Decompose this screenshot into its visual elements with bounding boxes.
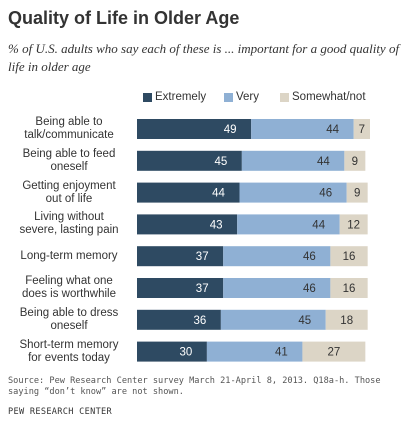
bar-extremely <box>137 309 221 330</box>
organization-name: PEW RESEARCH CENTER <box>8 407 113 417</box>
data-label-somewhat-not: 27 <box>327 347 340 359</box>
category-label-line: Feeling what one <box>25 275 113 287</box>
bar-somewhat-not <box>302 341 366 362</box>
legend-swatch-very <box>224 92 233 102</box>
data-label-very: 46 <box>319 188 332 200</box>
category-label-line: Long-term memory <box>20 249 118 262</box>
data-label-very: 41 <box>275 347 288 359</box>
data-label-somewhat-not: 9 <box>354 188 360 200</box>
legend-item-very: Very <box>224 91 259 103</box>
data-label-extremely: 37 <box>196 283 209 295</box>
bar-extremely <box>137 150 242 171</box>
legend-label-extremely: Extremely <box>155 91 207 103</box>
bar-very <box>223 278 331 298</box>
data-label-extremely: 49 <box>224 124 237 136</box>
data-label-very: 45 <box>298 315 311 327</box>
data-label-somewhat-not: 16 <box>343 251 356 263</box>
bar-extremely <box>137 246 224 267</box>
category-label: Long-term memory <box>4 250 134 263</box>
data-label-somewhat-not: 7 <box>359 124 365 136</box>
category-label: Feeling what one does is worthwhile <box>4 275 134 301</box>
data-label-somewhat-not: 12 <box>347 219 360 231</box>
category-label-line: oneself <box>50 319 88 332</box>
bar-very <box>220 309 326 330</box>
bar-somewhat-not <box>325 309 368 330</box>
category-label-line: Short-term memory <box>19 338 119 351</box>
data-label-extremely: 30 <box>180 347 193 359</box>
bar-extremely <box>137 341 207 362</box>
data-label-very: 44 <box>317 156 330 168</box>
data-label-extremely: 36 <box>193 315 206 327</box>
legend-item-extremely: Extremely <box>143 91 206 103</box>
category-label: Short-term memory for events today <box>4 339 134 365</box>
data-label-somewhat-not: 18 <box>340 315 353 327</box>
category-label-line: Being able to <box>35 116 103 128</box>
bar-somewhat-not <box>353 119 370 139</box>
source-note: Source: Pew Research Center survey March… <box>8 376 381 397</box>
category-label-line: oneself <box>50 160 88 173</box>
bar-somewhat-not <box>330 246 368 267</box>
legend-label-somewhat-not: Somewhat/not <box>292 91 366 103</box>
data-label-very: 44 <box>326 124 339 136</box>
data-label-very: 46 <box>303 251 316 263</box>
bar-somewhat-not <box>346 182 368 203</box>
category-label-line: Being able to dress <box>19 306 119 319</box>
bar-very <box>223 246 331 267</box>
data-label-extremely: 37 <box>196 251 209 263</box>
bar-extremely <box>137 278 224 298</box>
bar-extremely <box>137 214 238 235</box>
category-label-line: out of life <box>45 192 93 205</box>
category-label: Being able to feed oneself <box>4 148 134 174</box>
data-label-extremely: 43 <box>210 219 223 231</box>
chart-subtitle: % of U.S. adults who say each of these i… <box>8 41 400 74</box>
category-label-line: for events today <box>28 351 110 364</box>
category-label-line: Living without <box>34 211 104 224</box>
bar-somewhat-not <box>344 150 366 171</box>
bar-very <box>239 182 347 203</box>
legend-swatch-somewhat-not <box>280 92 289 102</box>
category-label-line: talk/communicate <box>24 129 114 141</box>
data-label-extremely: 44 <box>212 188 225 200</box>
category-label-line: severe, lasting pain <box>19 224 119 237</box>
category-label-line: Getting enjoyment <box>22 179 116 192</box>
data-label-very: 44 <box>312 219 325 231</box>
category-label: Being able to talk/communicate <box>4 116 134 142</box>
data-label-somewhat-not: 9 <box>352 156 358 168</box>
category-label: Being able to dress oneself <box>4 307 134 333</box>
bar-very <box>206 341 303 362</box>
chart-title: Quality of Life in Older Age <box>8 8 240 28</box>
bar-somewhat-not <box>330 278 368 298</box>
bar-very <box>241 150 345 171</box>
data-label-somewhat-not: 16 <box>343 283 356 295</box>
bar-very <box>237 214 340 235</box>
bar-very <box>251 119 354 139</box>
legend-swatch-extremely <box>143 92 152 102</box>
bar-extremely <box>137 119 252 139</box>
category-label-line: Being able to feed <box>22 147 116 160</box>
legend: Extremely Very Somewhat/not <box>0 91 405 107</box>
category-label: Getting enjoyment out of life <box>4 180 134 206</box>
legend-item-somewhat-not: Somewhat/not <box>280 91 366 103</box>
bar-somewhat-not <box>339 214 368 235</box>
category-label-line: does is worthwhile <box>22 288 116 300</box>
data-label-very: 46 <box>303 283 316 295</box>
category-label: Living without severe, lasting pain <box>4 211 134 237</box>
legend-label-very: Very <box>236 91 260 103</box>
data-label-extremely: 45 <box>214 156 227 168</box>
bar-extremely <box>137 182 240 203</box>
